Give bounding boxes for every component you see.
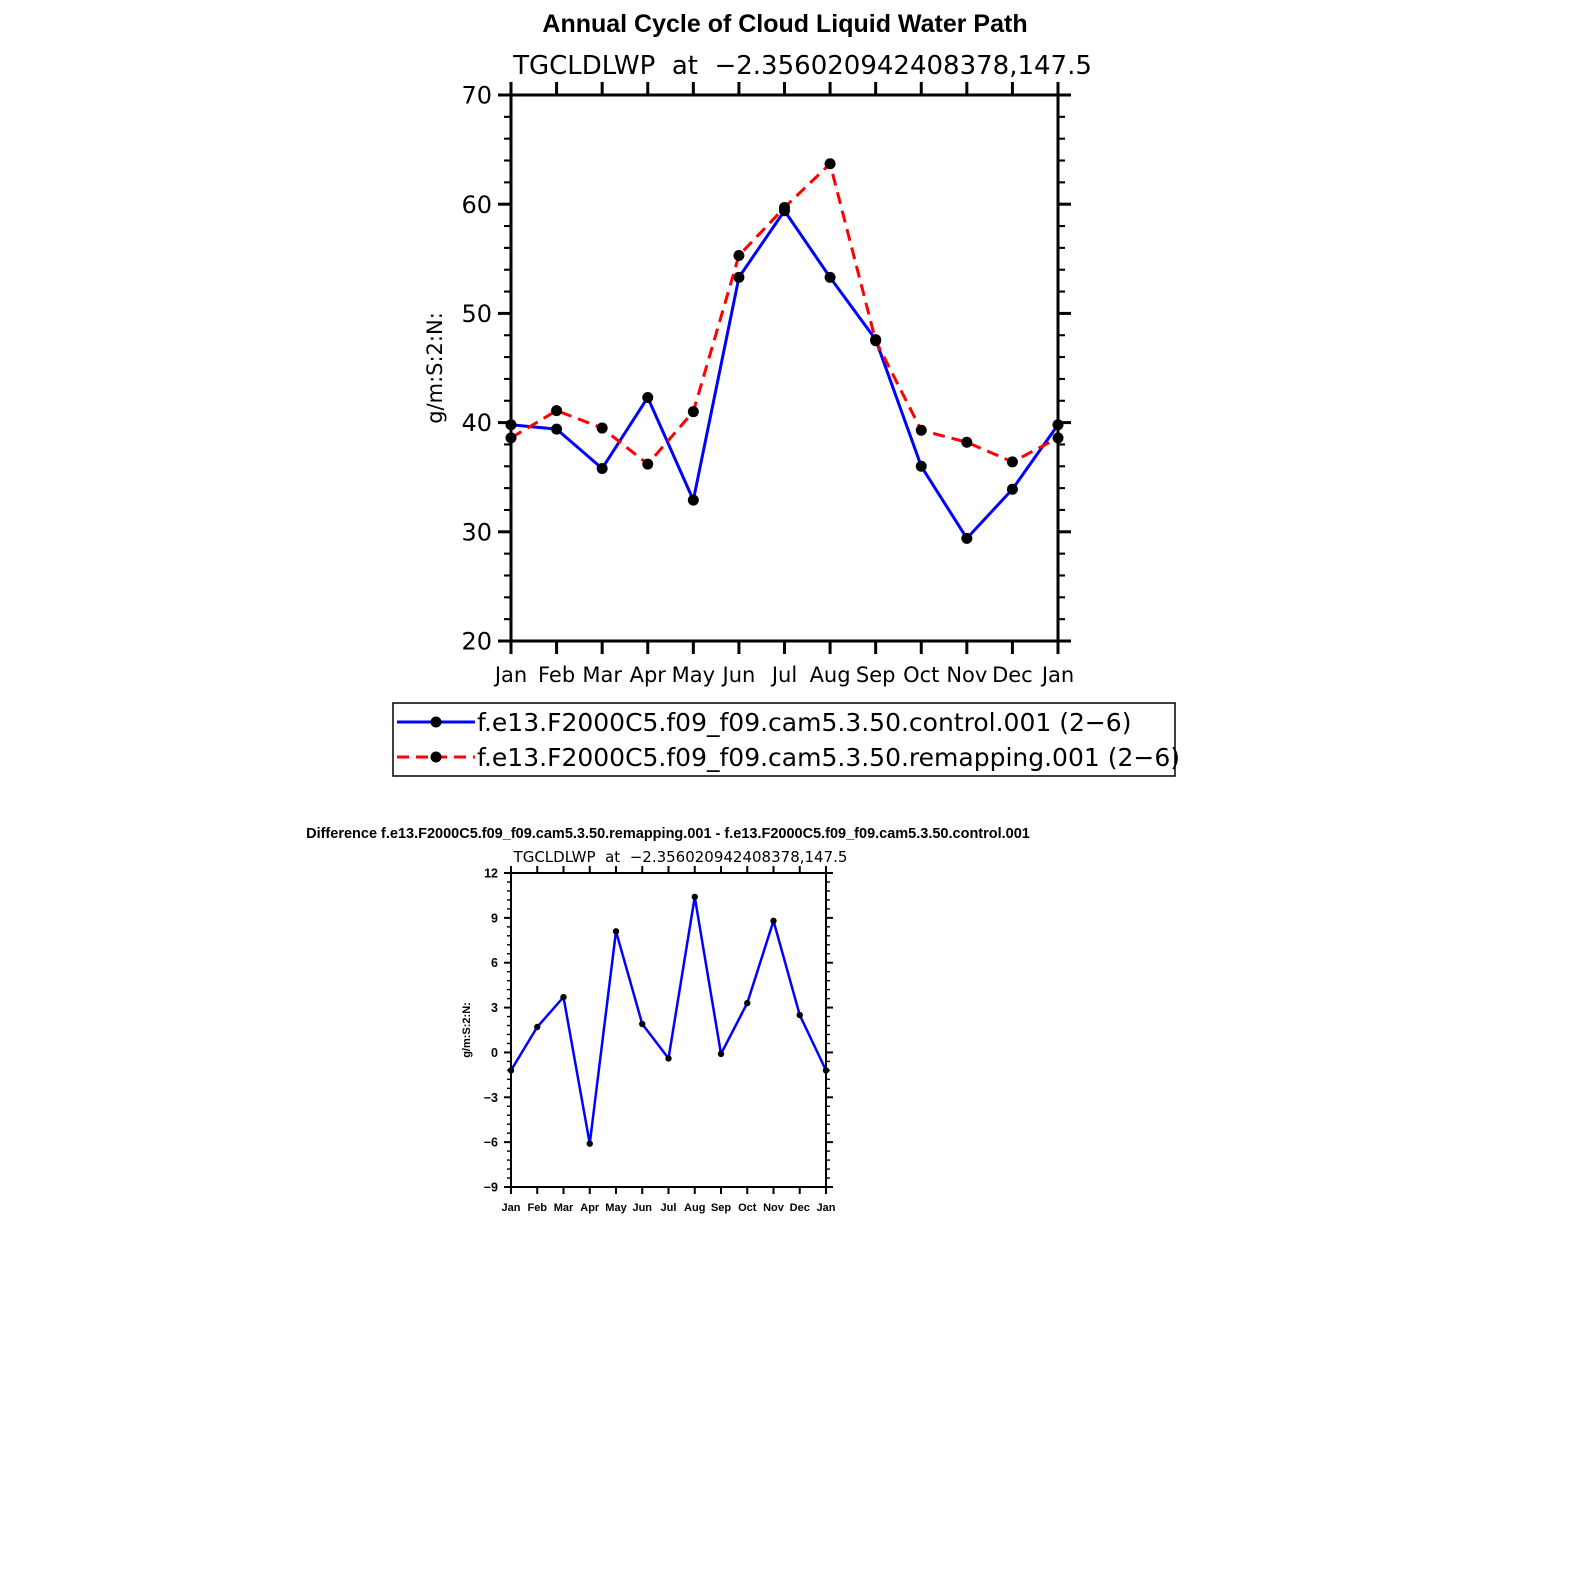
difference-chart: Difference f.e13.F2000C5.f09_f09.cam5.3.…	[306, 826, 1030, 1214]
data-point	[691, 893, 698, 901]
data-point	[770, 917, 777, 925]
data-point	[687, 406, 699, 418]
data-point	[796, 1011, 803, 1019]
data-point	[534, 1023, 541, 1031]
y-tick-label: 50	[461, 300, 492, 328]
data-point	[822, 1067, 830, 1074]
chart-subtitle: TGCLDLWP at −2.356020942408378,147.5	[512, 51, 1092, 81]
chart-title: Difference f.e13.F2000C5.f09_f09.cam5.3.…	[306, 826, 1030, 842]
y-axis-label: g/m:S:2:N:	[423, 312, 447, 424]
x-tick-label: Mar	[554, 1202, 574, 1214]
data-point	[1006, 483, 1018, 495]
x-tick-label: Jan	[817, 1202, 836, 1214]
data-point	[779, 201, 790, 213]
data-point	[586, 1140, 593, 1147]
data-point	[505, 432, 517, 444]
data-point	[560, 993, 567, 1001]
data-point	[824, 158, 836, 170]
data-point	[870, 335, 882, 347]
x-tick-label: Jan	[493, 663, 527, 687]
x-tick-label: Jan	[502, 1202, 521, 1214]
data-point	[1052, 432, 1064, 444]
plot-frame	[509, 93, 1060, 643]
x-tick-label: May	[672, 663, 715, 687]
x-tick-label: May	[605, 1202, 627, 1214]
x-tick-label: Jan	[1040, 663, 1074, 687]
data-point	[551, 405, 563, 417]
data-point	[744, 999, 751, 1007]
chart-subtitle: TGCLDLWP at −2.356020942408378,147.5	[513, 848, 848, 866]
annual-cycle-chart: Annual Cycle of Cloud Liquid Water Path T…	[392, 10, 1180, 777]
y-tick-label: 3	[491, 1001, 498, 1015]
x-tick-label: Apr	[580, 1202, 600, 1214]
data-point	[717, 1050, 725, 1058]
x-tick-label: Feb	[527, 1202, 547, 1214]
data-point	[596, 462, 608, 474]
data-point	[733, 271, 745, 283]
x-tick-label: Jul	[661, 1202, 677, 1214]
data-point	[665, 1055, 672, 1062]
chart-title: Annual Cycle of Cloud Liquid Water Path	[542, 10, 1027, 38]
y-tick-label: 0	[491, 1046, 498, 1060]
y-tick-label: 70	[461, 82, 492, 110]
x-tick-label: Oct	[738, 1202, 757, 1214]
data-point	[612, 928, 620, 935]
y-tick-label: −9	[484, 1181, 498, 1195]
y-tick-label: 40	[461, 409, 492, 437]
y-axis-label: g/m:S:2:N:	[461, 1002, 473, 1058]
data-point	[961, 532, 973, 544]
legend-box	[392, 702, 1176, 777]
x-tick-label: Oct	[903, 663, 939, 687]
data-point	[642, 458, 654, 470]
y-tick-label: 9	[491, 911, 498, 925]
x-tick-label: Feb	[538, 663, 575, 687]
data-point	[639, 1020, 646, 1028]
data-point	[505, 419, 517, 431]
x-tick-label: Apr	[630, 663, 667, 687]
data-point	[961, 436, 973, 448]
x-tick-label: Mar	[582, 663, 622, 687]
data-point	[551, 423, 563, 435]
x-tick-label: Aug	[810, 663, 851, 687]
data-point	[1006, 456, 1018, 468]
data-point	[733, 250, 745, 262]
x-tick-label: Aug	[684, 1202, 705, 1214]
legend-label: f.e13.F2000C5.f09_f09.cam5.3.50.remappin…	[477, 743, 1180, 772]
y-tick-label: 20	[461, 628, 492, 656]
x-tick-label: Jun	[721, 663, 756, 687]
x-tick-label: Dec	[790, 1202, 810, 1214]
data-point	[507, 1067, 515, 1074]
series-line-0	[510, 209, 1060, 540]
y-tick-label: −6	[484, 1136, 498, 1150]
legend-swatch-marker	[430, 751, 442, 763]
plot-frame	[510, 872, 827, 1188]
data-point	[642, 391, 654, 403]
x-tick-label: Sep	[856, 663, 896, 687]
series-line-0	[509, 895, 828, 1145]
x-tick-label: Jun	[632, 1202, 652, 1214]
x-tick-label: Nov	[946, 663, 987, 687]
data-point	[1052, 419, 1064, 431]
data-point	[824, 271, 836, 283]
y-tick-label: 60	[461, 191, 492, 219]
data-point	[915, 460, 927, 472]
y-tick-label: 30	[461, 518, 492, 546]
y-tick-label: −3	[484, 1091, 498, 1105]
data-point	[687, 494, 699, 506]
x-tick-label: Jul	[770, 663, 797, 687]
legend-label: f.e13.F2000C5.f09_f09.cam5.3.50.control.…	[477, 708, 1131, 737]
y-tick-label: 6	[491, 956, 498, 970]
x-tick-label: Nov	[763, 1202, 785, 1214]
legend-swatch-marker	[430, 716, 442, 728]
x-tick-label: Sep	[711, 1202, 731, 1214]
y-tick-label: 12	[484, 867, 498, 881]
data-point	[915, 424, 927, 436]
x-tick-label: Dec	[992, 663, 1033, 687]
data-point	[596, 422, 608, 434]
